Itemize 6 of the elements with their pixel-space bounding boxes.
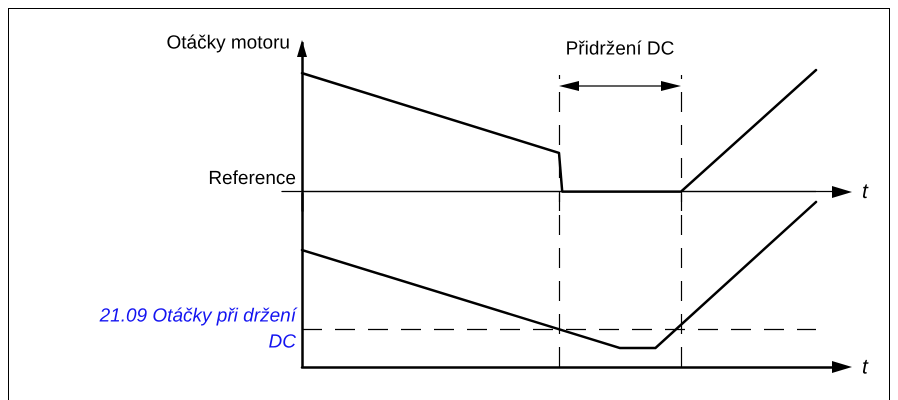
ref-line-label: 21.09 Otáčky při držení DC [98, 306, 298, 353]
x-axis-title: t [862, 180, 869, 204]
y-axis-title: Otáčky motoru [166, 32, 290, 54]
text: Přidržení DC [566, 38, 674, 60]
ref-line-label: Reference [208, 168, 296, 190]
x-axis-title: t [862, 356, 869, 378]
